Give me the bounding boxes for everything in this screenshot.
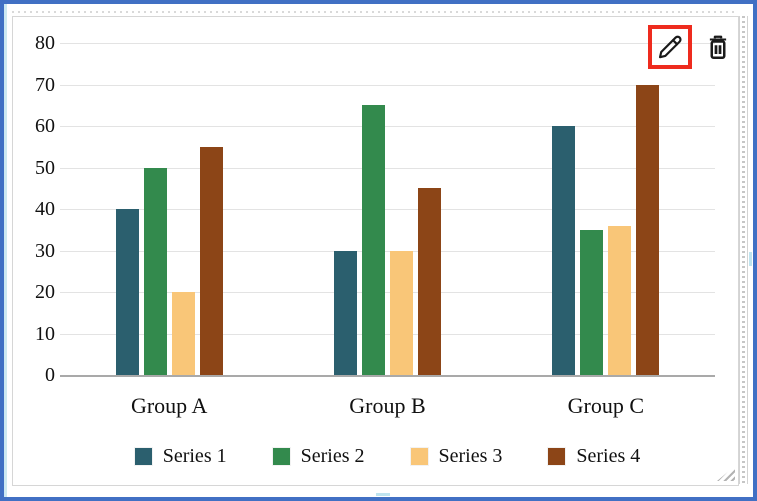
bar xyxy=(171,292,195,375)
edit-button-highlight-box xyxy=(648,25,692,69)
legend-item: Series 4 xyxy=(548,445,640,468)
pencil-icon xyxy=(658,35,682,59)
y-tick-label: 80 xyxy=(35,32,55,54)
legend-swatch xyxy=(272,448,290,465)
delete-button[interactable] xyxy=(703,32,733,62)
legend-label: Series 3 xyxy=(438,445,503,467)
y-tick-label: 0 xyxy=(45,364,55,386)
legend-item: Series 2 xyxy=(272,445,365,468)
x-axis-category-labels: Group A Group B Group C xyxy=(60,393,715,419)
legend-swatch xyxy=(410,448,428,465)
gridline xyxy=(60,333,715,335)
bar-group xyxy=(60,17,278,375)
selection-inner-line xyxy=(4,4,7,497)
gridline xyxy=(60,126,715,127)
trash-icon xyxy=(709,35,727,59)
y-tick-label: 30 xyxy=(35,239,55,262)
legend-swatch xyxy=(134,448,152,465)
bar xyxy=(608,225,632,375)
gridline xyxy=(60,167,715,169)
legend-swatch xyxy=(548,448,566,465)
gridline xyxy=(60,250,715,252)
selection-handle-right[interactable] xyxy=(749,252,752,266)
resize-grip[interactable] xyxy=(717,466,735,481)
chart-legend: Series 1 Series 2 Series 3 Series 4 xyxy=(60,445,715,468)
y-tick-label: 50 xyxy=(35,156,55,179)
bar xyxy=(552,126,576,375)
legend-label: Series 4 xyxy=(576,445,641,467)
bar xyxy=(361,105,385,375)
bar xyxy=(143,167,167,375)
y-tick-label: 20 xyxy=(35,281,55,303)
x-axis-line xyxy=(60,375,715,377)
gridline xyxy=(60,292,715,293)
edit-button[interactable] xyxy=(657,34,683,60)
selection-handle-bottom[interactable] xyxy=(376,493,390,496)
bar xyxy=(636,84,660,375)
legend-item: Series 1 xyxy=(134,445,227,468)
bar xyxy=(199,146,223,375)
bar xyxy=(417,188,441,375)
chart-toolbar xyxy=(648,25,733,69)
x-category-label: Group B xyxy=(349,393,426,418)
bar-groups xyxy=(60,17,715,375)
dotted-gutter-top xyxy=(12,9,736,14)
bar xyxy=(580,229,604,375)
gridline xyxy=(60,209,715,210)
legend-label: Series 2 xyxy=(300,445,365,467)
bar xyxy=(115,209,139,375)
gridline xyxy=(60,43,715,44)
dotted-gutter-right xyxy=(739,16,748,484)
bar-group xyxy=(278,17,496,375)
x-category-label: Group C xyxy=(567,393,645,418)
y-tick-label: 70 xyxy=(35,73,55,96)
x-category-label: Group A xyxy=(130,393,208,418)
bar xyxy=(333,250,357,375)
y-tick-label: 10 xyxy=(35,322,55,345)
legend-label: Series 1 xyxy=(162,445,227,467)
y-tick-label: 40 xyxy=(35,198,55,220)
bar xyxy=(389,250,413,375)
chart-panel: 80 70 60 50 40 30 20 10 0 Group A Group B Group C … xyxy=(12,16,739,486)
legend-item: Series 3 xyxy=(410,445,503,468)
gridline xyxy=(60,84,715,86)
y-tick-label: 60 xyxy=(35,115,55,137)
bar-group xyxy=(497,17,715,375)
